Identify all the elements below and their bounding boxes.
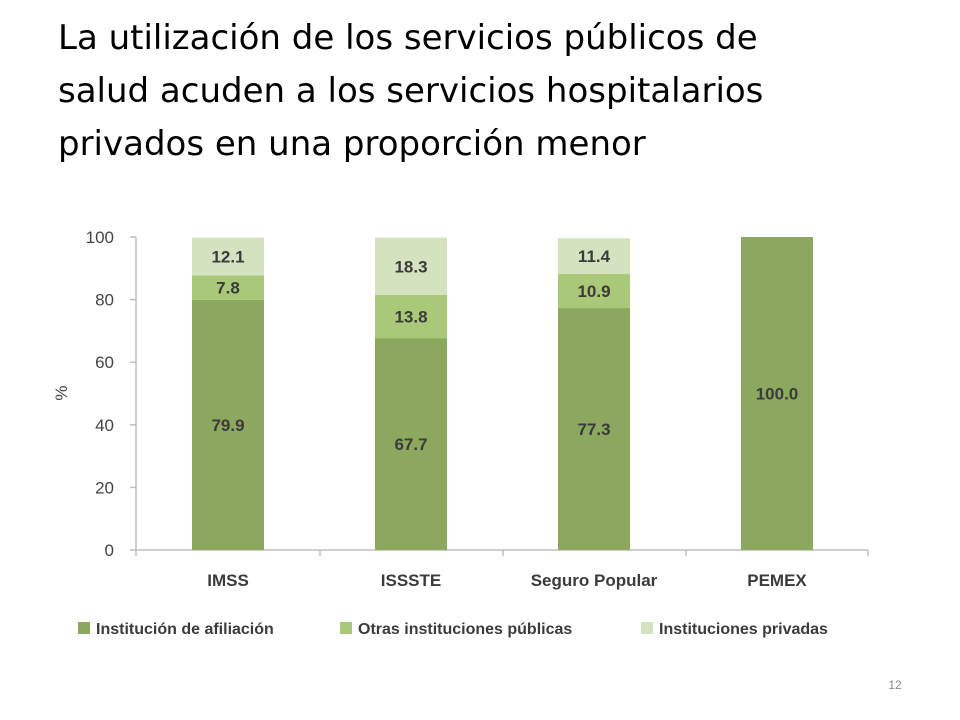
y-tick-label: 100 — [86, 228, 114, 247]
legend-label: Otras instituciones públicas — [358, 621, 572, 638]
legend-swatch — [78, 622, 90, 634]
data-label: 79.9 — [211, 416, 244, 435]
bar-segment — [558, 273, 630, 309]
slide-title: La utilización de los servicios públicos… — [58, 12, 938, 171]
bar-segment — [375, 338, 447, 550]
bar-segment — [741, 237, 813, 550]
y-tick-label: 80 — [95, 291, 114, 310]
data-label: 11.4 — [578, 247, 611, 266]
data-label: 12.1 — [211, 248, 244, 267]
bar-segment — [558, 238, 630, 274]
y-tick-label: 20 — [95, 478, 114, 497]
page-number: 12 — [888, 678, 902, 692]
data-label: 18.3 — [394, 257, 427, 276]
y-tick-label: 0 — [105, 541, 114, 560]
data-label: 7.8 — [216, 279, 240, 298]
bar-segment — [192, 299, 264, 550]
bar-segment — [375, 237, 447, 295]
legend-swatch — [340, 622, 352, 634]
x-tick-label: ISSSTE — [381, 571, 441, 590]
data-label: 67.7 — [394, 435, 427, 454]
title-line-1: La utilización de los servicios públicos… — [58, 18, 758, 58]
x-tick-label: IMSS — [207, 571, 249, 590]
y-axis-label: % — [52, 385, 71, 400]
data-label: 77.3 — [577, 420, 610, 439]
bar-segment — [375, 294, 447, 339]
y-tick-label: 40 — [95, 416, 114, 435]
bar-segment — [192, 275, 264, 300]
title-line-2: salud acuden a los servicios hospitalari… — [58, 71, 764, 111]
title-line-3: privados en una proporción menor — [58, 124, 646, 164]
legend-label: Instituciones privadas — [659, 621, 828, 638]
y-tick-label: 60 — [95, 353, 114, 372]
x-tick-label: Seguro Popular — [531, 571, 658, 590]
data-label: 13.8 — [394, 308, 427, 327]
bar-segment — [558, 308, 630, 550]
data-label: 10.9 — [577, 282, 610, 301]
data-label: 100.0 — [756, 385, 799, 404]
legend-swatch — [641, 622, 653, 634]
x-tick-label: PEMEX — [747, 571, 807, 590]
legend-label: Institución de afiliación — [96, 621, 274, 638]
bar-segment — [192, 237, 264, 276]
